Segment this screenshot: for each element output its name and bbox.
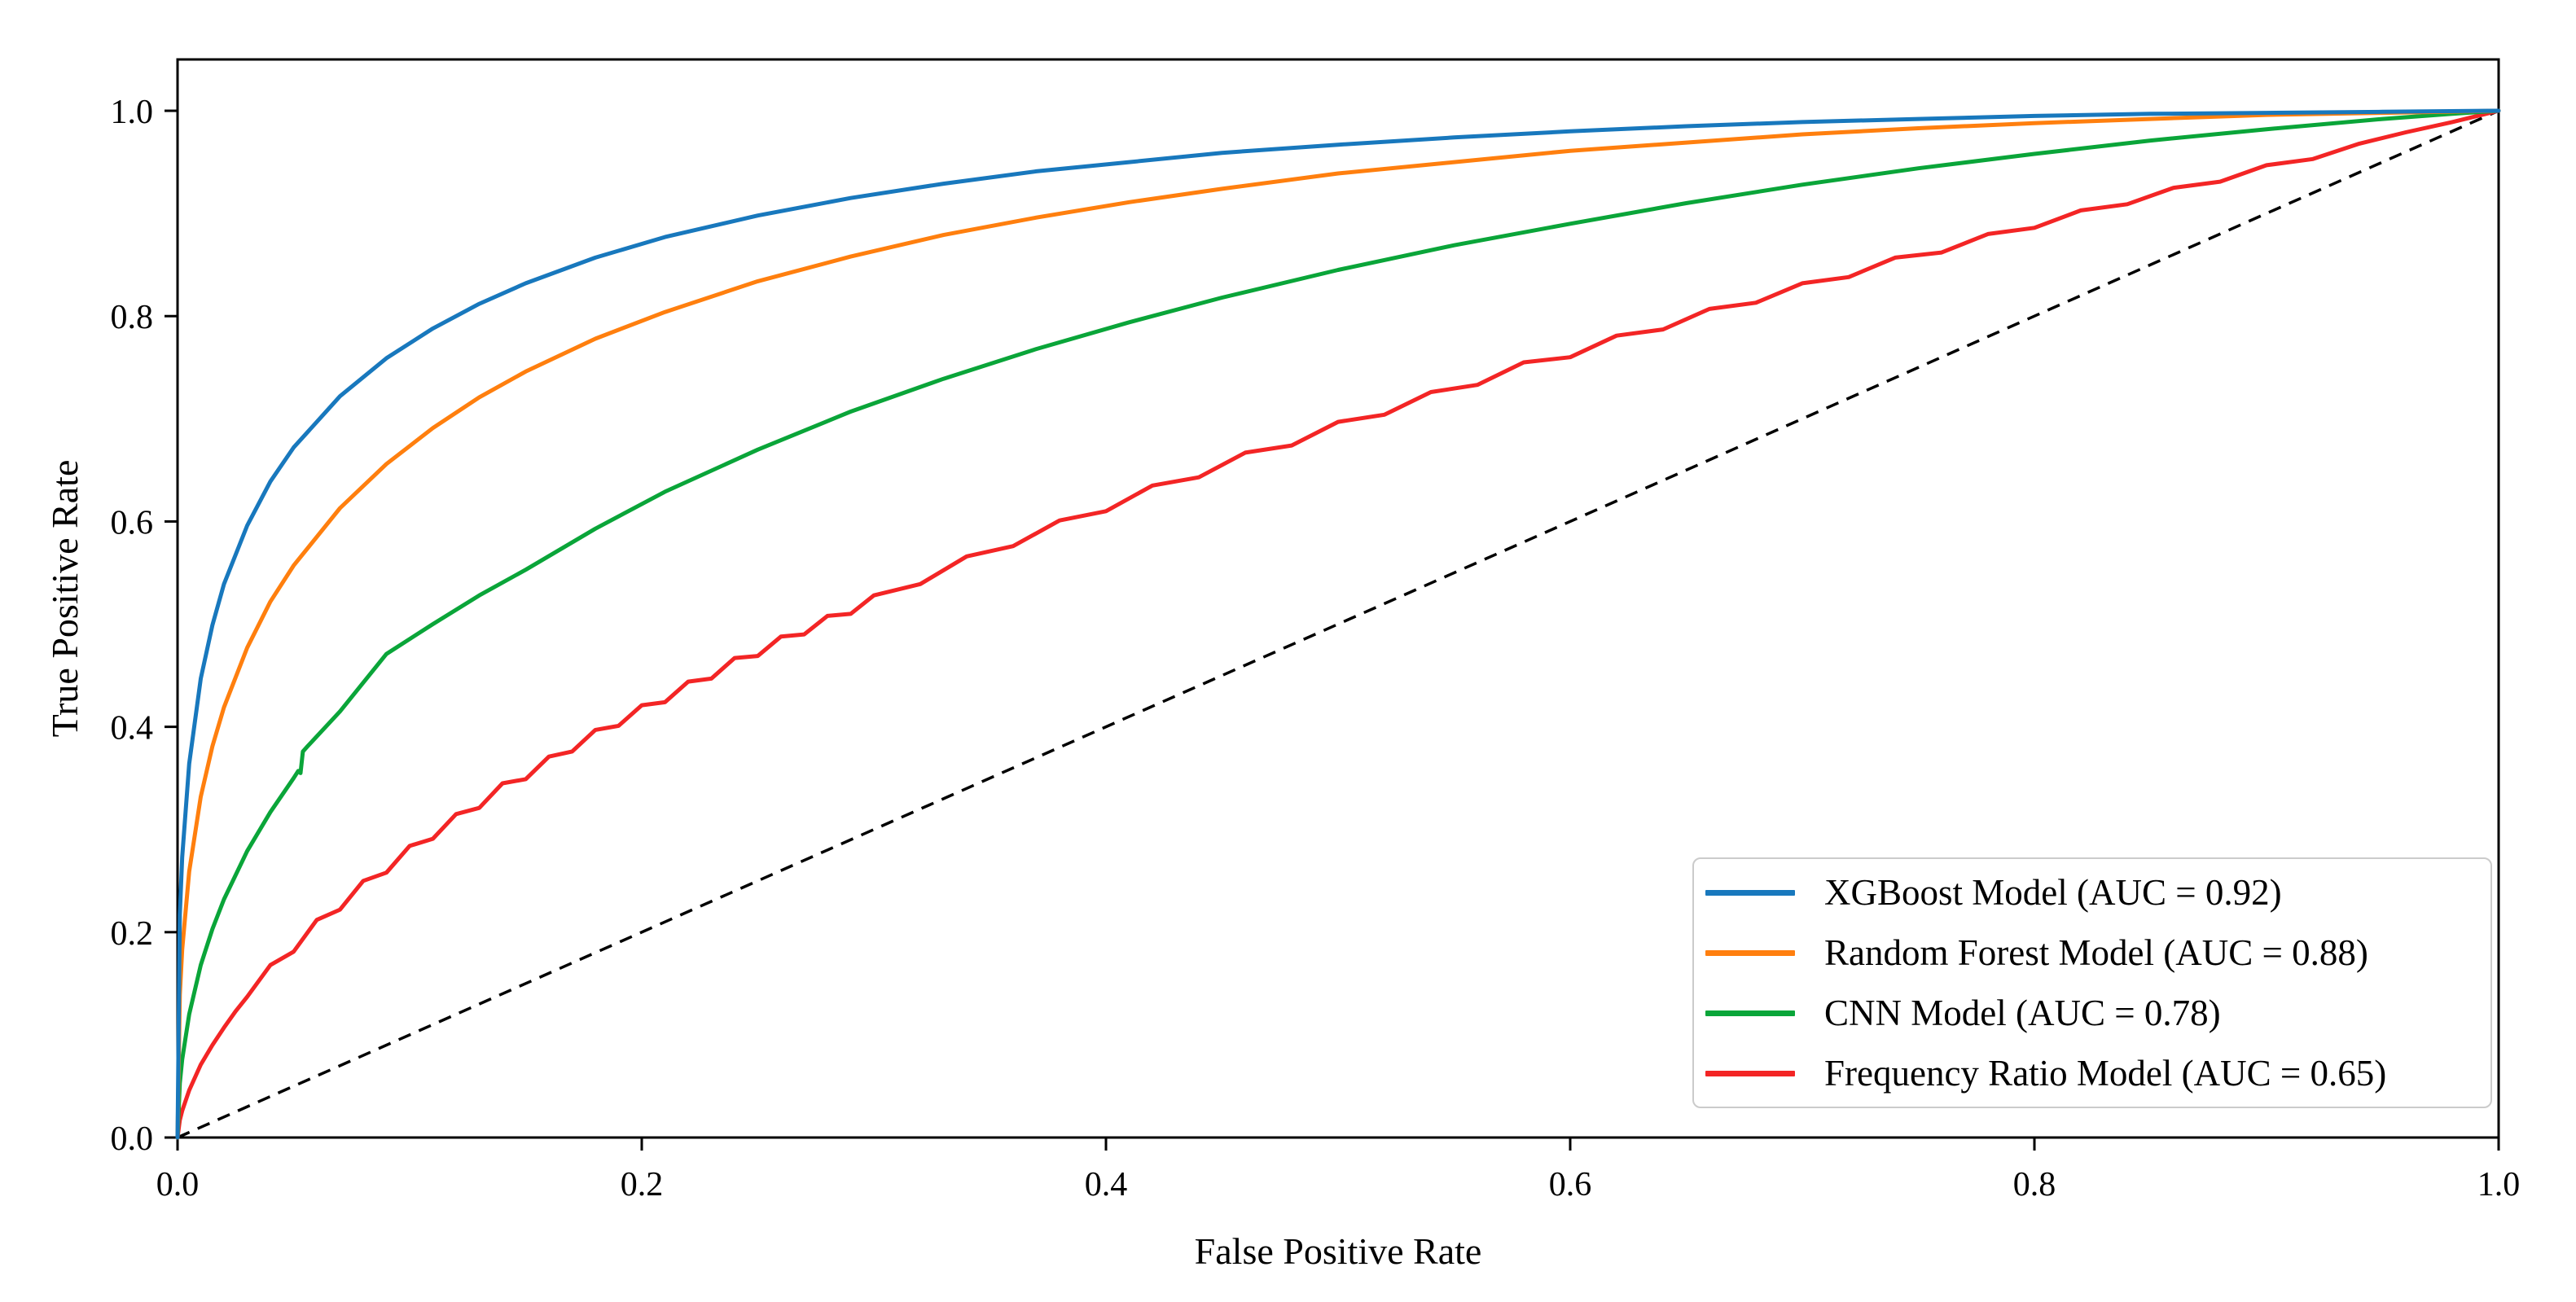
legend-swatch-cnn — [1705, 1010, 1795, 1016]
x-axis-label: False Positive Rate — [1195, 1230, 1482, 1272]
legend-label-random-forest: Random Forest Model (AUC = 0.88) — [1824, 932, 2368, 973]
legend-swatch-xgboost — [1705, 889, 1795, 896]
legend-label-cnn: CNN Model (AUC = 0.78) — [1824, 992, 2221, 1033]
roc-curve-random-forest — [175, 108, 2501, 1140]
legend-item-frequency-ratio: Frequency Ratio Model (AUC = 0.65) — [1694, 1043, 2490, 1103]
legend: XGBoost Model (AUC = 0.92) Random Forest … — [1692, 857, 2492, 1108]
legend-item-cnn: CNN Model (AUC = 0.78) — [1694, 983, 2490, 1043]
y-tick-label: 0.2 — [111, 915, 154, 953]
diagonal-reference-line — [177, 109, 2499, 1139]
y-tick-label: 0.6 — [111, 504, 154, 541]
x-tick-label: 0.8 — [2013, 1166, 2056, 1203]
plot-border — [176, 58, 2500, 1139]
y-tick-label: 0.8 — [111, 299, 154, 336]
legend-swatch-frequency-ratio — [1705, 1070, 1795, 1076]
y-tick-label: 0.4 — [111, 710, 154, 747]
y-axis-label: True Positive Rate — [44, 460, 86, 738]
legend-label-xgboost: XGBoost Model (AUC = 0.92) — [1824, 871, 2282, 913]
legend-item-xgboost: XGBoost Model (AUC = 0.92) — [1694, 862, 2490, 923]
x-tick-label: 0.4 — [1085, 1166, 1128, 1203]
roc-curve-xgboost — [175, 108, 2501, 1140]
roc-curve-cnn — [175, 108, 2501, 1140]
legend-swatch-random-forest — [1705, 949, 1795, 956]
roc-curve-frequency-ratio — [175, 108, 2501, 1140]
x-tick-label: 1.0 — [2477, 1166, 2521, 1203]
x-tick-label: 0.0 — [156, 1166, 200, 1203]
x-tick-label: 0.2 — [621, 1166, 664, 1203]
legend-item-random-forest: Random Forest Model (AUC = 0.88) — [1694, 923, 2490, 983]
plot-content: 0.0 0.2 0.4 0.6 0.8 1.0 0.0 0.2 0.4 0.6 0.8 1.0 — [111, 58, 2521, 1203]
y-tick-label: 1.0 — [111, 94, 154, 131]
x-tick-label: 0.6 — [1549, 1166, 1592, 1203]
y-tick-label: 0.0 — [111, 1120, 154, 1158]
legend-label-frequency-ratio: Frequency Ratio Model (AUC = 0.65) — [1824, 1052, 2387, 1094]
